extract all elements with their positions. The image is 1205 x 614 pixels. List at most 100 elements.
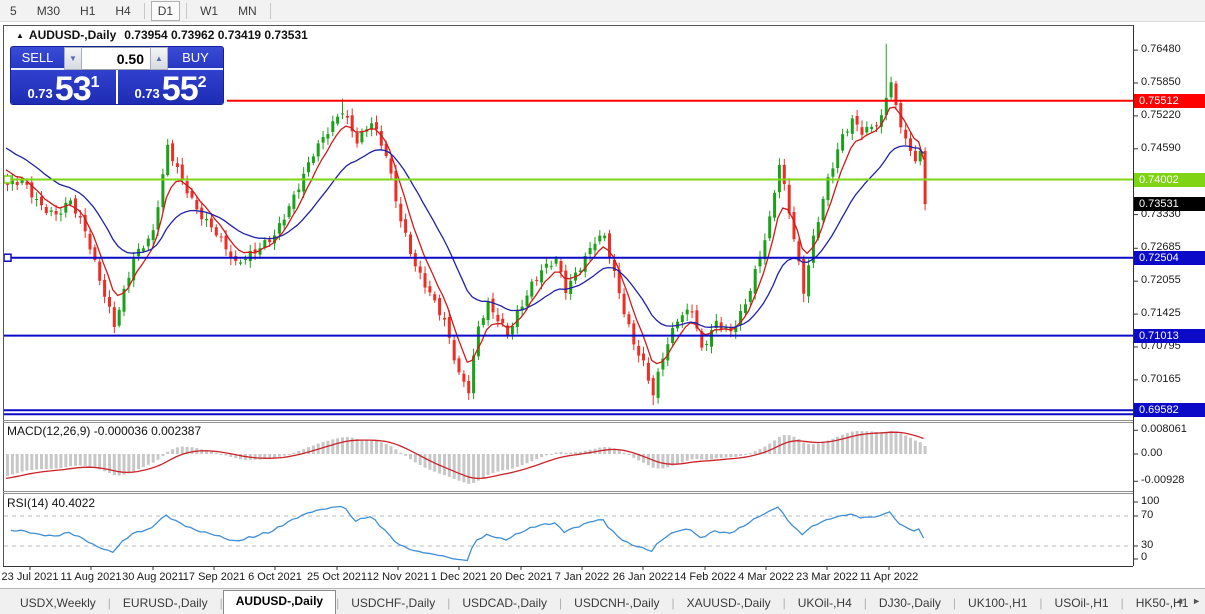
chart-symbol-label: AUDUSD-,Daily [28, 28, 117, 42]
tab-scroll-left-icon[interactable]: ◄ [1175, 596, 1185, 606]
symbol-tab-usdcnh-daily[interactable]: USDCNH-,Daily [574, 596, 660, 610]
price-line-label-0.74002: 0.74002 [1134, 172, 1205, 187]
price-line-label-0.69582: 0.69582 [1134, 403, 1205, 418]
price-tick-label: 0.71425 [1141, 307, 1181, 320]
date-tick-label: 11 Aug 2021 [60, 571, 122, 583]
volume-increase-button[interactable]: ▲ [150, 47, 168, 70]
rsi-tick-label: 100 [1141, 495, 1160, 507]
rsi-tick-label: 70 [1141, 509, 1154, 521]
tab-separator: | [863, 596, 867, 610]
date-tick-label: 6 Oct 2021 [248, 571, 302, 583]
date-tick-label: 20 Dec 2021 [489, 571, 553, 583]
line-handle-marker[interactable] [3, 253, 12, 262]
rsi-tick-label: 30 [1141, 539, 1154, 551]
tab-separator: | [1120, 596, 1124, 610]
date-tick-label: 26 Jan 2022 [612, 571, 674, 583]
timeframe-button-D1[interactable]: D1 [150, 0, 181, 21]
one-click-trade-panel: SELL ▼ ▲ BUY 0.73 53 1 0.73 55 2 [10, 46, 224, 105]
line-handle-marker[interactable] [3, 175, 12, 184]
tab-separator: | [447, 596, 451, 610]
macd-tick-label: 0.008061 [1141, 423, 1187, 436]
price-line-label-0.75512: 0.75512 [1134, 93, 1205, 108]
price-line-label-0.71013: 0.71013 [1134, 328, 1205, 343]
date-tick-label: 17 Sep 2021 [182, 571, 246, 583]
date-tick-label: 25 Oct 2021 [307, 571, 367, 583]
price-tick-label: 0.75850 [1141, 76, 1181, 88]
date-tick-label: 11 Apr 2022 [859, 571, 919, 583]
tab-separator: | [1039, 596, 1043, 610]
price-line-label-0.73531: 0.73531 [1134, 197, 1205, 212]
volume-decrease-button[interactable]: ▼ [64, 47, 82, 70]
price-tick-label: 0.70165 [1141, 372, 1181, 385]
timeframe-button-H4[interactable]: H4 [115, 3, 131, 18]
toolbar-separator [143, 2, 145, 19]
buy-price-pips: 55 [161, 70, 199, 105]
symbol-tab-usdx-weekly[interactable]: USDX,Weekly [20, 596, 96, 610]
sell-price-quote[interactable]: 0.73 53 1 [11, 70, 116, 105]
price-line-label-0.72504: 0.72504 [1134, 250, 1205, 265]
chart-title: ▲ AUDUSD-,Daily 0.73954 0.73962 0.73419 0.… [16, 28, 308, 42]
symbol-tab-ukoil-h4[interactable]: UKOil-,H4 [797, 596, 852, 610]
symbol-tab-hk50-h1[interactable]: HK50-,H1 [1135, 596, 1189, 610]
ma-slow-line [5, 145, 925, 329]
buy-button[interactable]: BUY [168, 47, 223, 70]
date-tick-label: 1 Dec 2021 [430, 571, 488, 583]
trade-panel-quotes: 0.73 53 1 0.73 55 2 [11, 70, 223, 105]
macd-tick-label: 0.00 [1141, 447, 1163, 459]
chart-ohlc-values: 0.73954 0.73962 0.73419 0.73531 [124, 28, 308, 42]
symbol-tab-audusd-daily[interactable]: AUDUSD-,Daily [222, 590, 337, 614]
tab-separator: | [219, 596, 223, 610]
timeframe-button-W1[interactable]: W1 [200, 3, 219, 18]
date-tick-label: 23 Jul 2021 [1, 571, 59, 583]
timeframe-button-MN[interactable]: MN [238, 3, 257, 18]
rsi-pane [4, 505, 1132, 562]
timeframe-button-M30[interactable]: M30 [36, 3, 61, 18]
symbol-tab-xauusd-daily[interactable]: XAUUSD-,Daily [686, 596, 771, 610]
chart-area[interactable]: ▲ AUDUSD-,Daily 0.73954 0.73962 0.73419 0.… [0, 22, 1205, 588]
candlestick-chart[interactable] [0, 22, 1205, 588]
symbol-tab-uk100-h1[interactable]: UK100-,H1 [968, 596, 1028, 610]
price-tick-label: 0.74590 [1141, 141, 1181, 154]
symbol-tab-dj30-daily[interactable]: DJ30-,Daily [878, 596, 941, 610]
macd-pane [5, 430, 927, 484]
sell-price-point: 1 [90, 74, 100, 91]
symbol-tab-usdcad-daily[interactable]: USDCAD-,Daily [462, 596, 548, 610]
tab-separator: | [336, 596, 340, 610]
timeframe-button-H1[interactable]: H1 [80, 3, 96, 18]
tab-separator: | [559, 596, 563, 610]
sell-price-pips: 53 [54, 70, 92, 105]
buy-price-point: 2 [197, 74, 207, 91]
tab-separator: | [671, 596, 675, 610]
symbol-tab-eurusd-daily[interactable]: EURUSD-,Daily [122, 596, 208, 610]
price-tick-label: 0.75220 [1141, 108, 1181, 121]
tab-separator: | [782, 596, 786, 610]
macd-tick-label: -0.00928 [1141, 474, 1185, 487]
symbol-tab-usoil-h1[interactable]: USOil-,H1 [1054, 596, 1109, 610]
price-tick-label: 0.76480 [1141, 43, 1181, 56]
toolbar-separator [186, 2, 188, 19]
timeframe-toolbar: 5 M30 H1 H4 D1 W1 MN [0, 0, 1205, 22]
date-tick-label: 4 Mar 2022 [738, 571, 794, 583]
rsi-tick-label: 0 [1141, 551, 1148, 563]
tab-separator: | [107, 596, 111, 610]
date-tick-label: 23 Mar 2022 [796, 571, 858, 583]
rsi-indicator-label: RSI(14) 40.4022 [7, 496, 96, 510]
price-tick-label: 0.72685 [1141, 241, 1181, 254]
price-tick-label: 0.70795 [1141, 339, 1181, 352]
sell-price-prefix: 0.73 [27, 86, 53, 101]
buy-price-quote[interactable]: 0.73 55 2 [118, 70, 223, 105]
buy-price-prefix: 0.73 [134, 86, 160, 101]
date-tick-label: 12 Nov 2021 [366, 571, 430, 583]
symbol-tab-usdchf-daily[interactable]: USDCHF-,Daily [351, 596, 436, 610]
date-tick-label: 14 Feb 2022 [674, 571, 736, 583]
collapse-chart-icon[interactable]: ▲ [16, 31, 24, 40]
tab-scroll-arrows: ◄ ► [1175, 596, 1201, 606]
date-tick-label: 7 Jan 2022 [554, 571, 610, 583]
trade-panel-top-row: SELL ▼ ▲ BUY [11, 47, 223, 70]
volume-input[interactable] [82, 47, 150, 70]
timeframe-button-5[interactable]: 5 [10, 3, 17, 18]
sell-button[interactable]: SELL [11, 47, 64, 70]
macd-indicator-label: MACD(12,26,9) -0.000036 0.002387 [7, 424, 202, 438]
tab-scroll-right-icon[interactable]: ► [1192, 596, 1201, 606]
